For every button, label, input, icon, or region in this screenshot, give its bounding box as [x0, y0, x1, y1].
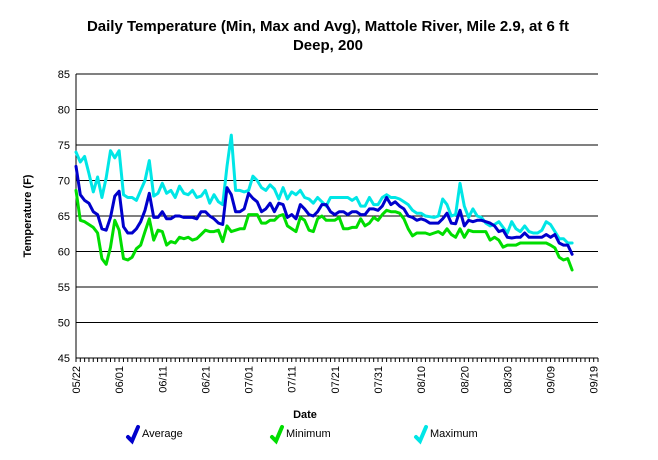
- legend-swatch: [126, 425, 140, 445]
- series-line-average: [74, 164, 574, 256]
- chart-title: Daily Temperature (Min, Max and Avg), Ma…: [87, 18, 569, 54]
- x-tick-label: 07/01: [244, 366, 256, 394]
- series-line-minimum: [74, 188, 574, 272]
- y-tick-labels: 45 50 55 60 65 70 75 80 85: [58, 69, 70, 365]
- x-tick-label: 08/10: [416, 366, 428, 394]
- chart-title-line-1: Daily Temperature (Min, Max and Avg), Ma…: [87, 18, 569, 35]
- x-tick-label: 09/09: [546, 366, 558, 394]
- legend: Average Minimum Maximum: [126, 425, 478, 445]
- y-tick-label: 50: [58, 318, 70, 330]
- x-tick-label: 09/19: [589, 366, 601, 394]
- x-axis-label: Date: [293, 409, 317, 421]
- legend-swatch: [414, 425, 428, 445]
- y-axis-label: Temperature (F): [22, 174, 34, 257]
- x-tick-label: 06/11: [157, 366, 169, 393]
- legend-label: Minimum: [286, 428, 331, 440]
- legend-item-minimum: Minimum: [270, 425, 331, 445]
- legend-label: Average: [142, 428, 183, 440]
- y-tick-label: 65: [58, 211, 70, 223]
- y-tick-label: 80: [58, 105, 70, 117]
- y-tick-label: 75: [58, 140, 70, 152]
- x-tick-label: 08/20: [459, 366, 471, 394]
- legend-swatch: [270, 425, 284, 445]
- x-tick-labels: 05/22 06/01 06/11 06/21 07/01 07/11 07/21 07/31…: [71, 366, 601, 394]
- x-tick-label: 07/31: [373, 366, 385, 394]
- x-tick-label: 07/11: [287, 366, 299, 393]
- legend-item-maximum: Maximum: [414, 425, 478, 445]
- gridlines: [76, 73, 598, 323]
- x-tick-label: 05/22: [71, 366, 83, 394]
- x-tick-label: 06/01: [114, 366, 126, 394]
- chart-title-line-2: Deep, 200: [293, 37, 363, 54]
- x-tick-label: 06/21: [200, 366, 212, 394]
- axes: [75, 74, 599, 362]
- y-tick-label: 45: [58, 353, 70, 365]
- y-tick-label: 55: [58, 282, 70, 294]
- x-tick-label: 07/21: [330, 366, 342, 394]
- series-lines: [74, 133, 574, 272]
- legend-item-average: Average: [126, 425, 183, 445]
- y-tick-label: 60: [58, 247, 70, 259]
- y-tick-label: 70: [58, 176, 70, 188]
- x-tick-label: 08/30: [502, 366, 514, 394]
- legend-label: Maximum: [430, 428, 478, 440]
- y-tick-label: 85: [58, 69, 70, 81]
